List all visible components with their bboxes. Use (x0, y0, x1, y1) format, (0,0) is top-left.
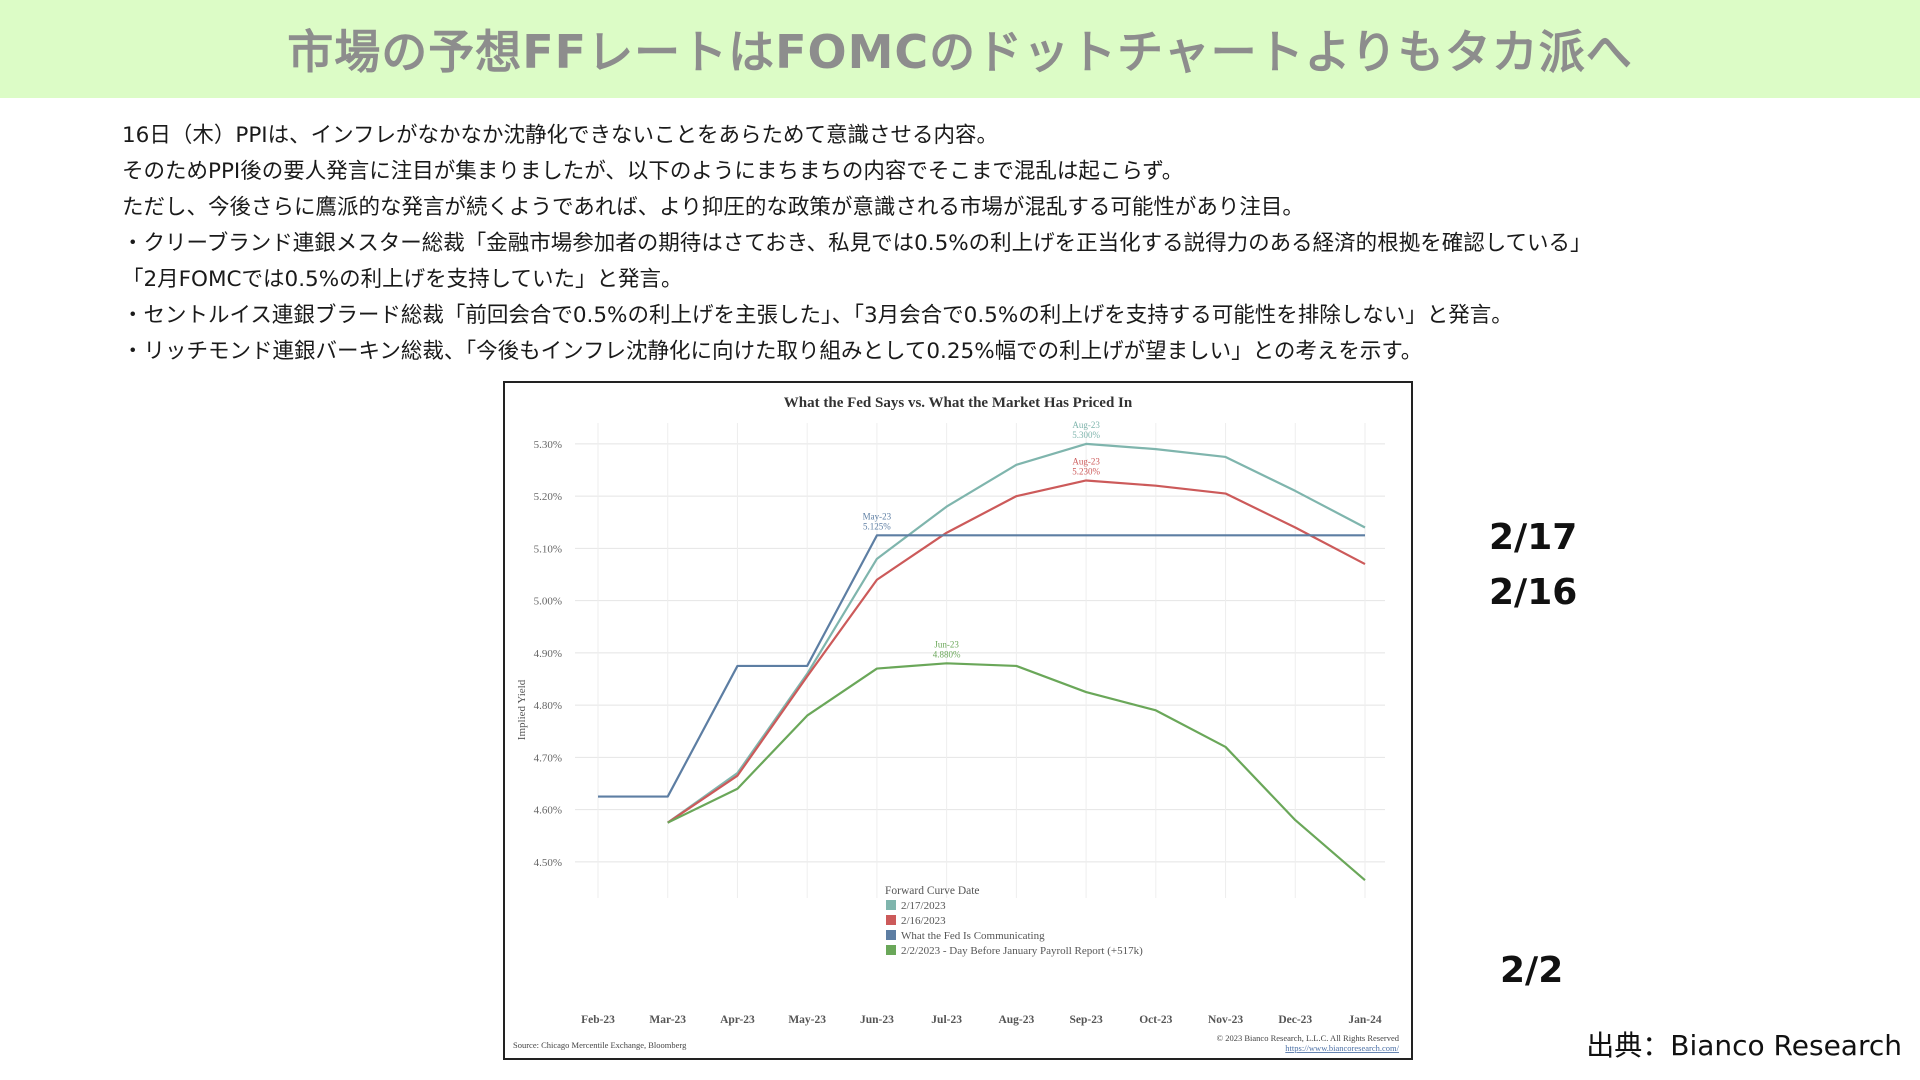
paragraph-3: ただし、今後さらに鷹派的な発言が続くようであれば、より抑圧的な政策が意識される市… (122, 195, 1304, 220)
y-tick-label: 5.10% (534, 543, 562, 555)
legend-entry-2: What the Fed Is Communicating (901, 930, 1045, 942)
chart-frame: What the Fed Says vs. What the Market Ha… (503, 381, 1413, 1060)
x-tick-label: Oct-23 (1139, 1014, 1172, 1026)
annotation-label-3: Jun-23 (934, 639, 959, 649)
label-2-16: 2/16 (1489, 572, 1578, 613)
paragraph-1: 16日（木）PPIは、インフレがなかなか沈静化できないことをあらためて意識させる… (122, 123, 998, 148)
annotation-value-2: 5.125% (863, 521, 891, 531)
chart-svg: What the Fed Says vs. What the Market Ha… (513, 395, 1400, 1053)
paragraph-2: そのためPPI後の要人発言に注目が集まりましたが、以下のようにまちまちの内容でそ… (122, 159, 1184, 184)
series-line-0 (667, 442, 1366, 824)
body-text: 16日（木）PPIは、インフレがなかなか沈静化できないことをあらためて意識させる… (122, 118, 1822, 370)
paragraph-7: ・リッチモンド連銀バーキン総裁、「今後もインフレ沈静化に向けた取り組みとして0.… (122, 339, 1423, 364)
y-tick-label: 5.20% (534, 491, 562, 503)
paragraph-4: ・クリーブランド連銀メスター総裁「金融市場参加者の期待はさておき、私見では0.5… (122, 231, 1592, 256)
paragraph-6: ・セントルイス連銀ブラード総裁「前回会合で0.5%の利上げを主張した」、「3月会… (122, 303, 1513, 328)
chart-footer-copyright: © 2023 Bianco Research, L.L.C. All Right… (1217, 1033, 1400, 1043)
x-tick-label: Nov-23 (1208, 1014, 1243, 1026)
legend-swatch-3 (886, 945, 896, 955)
y-axis-label: Implied Yield (516, 679, 528, 740)
label-2-2: 2/2 (1500, 950, 1564, 991)
y-tick-label: 4.90% (534, 648, 562, 660)
source-label: 出典：Bianco Research (1586, 1029, 1902, 1062)
y-tick-label: 4.80% (534, 700, 562, 712)
annotation-layer: Aug-235.300%Aug-235.230%May-235.125%Jun-… (863, 420, 1101, 659)
chart-footer-source: Source: Chicago Mercentile Exchange, Blo… (513, 1040, 687, 1050)
x-tick-label: Jan-24 (1348, 1014, 1381, 1026)
legend-swatch-2 (886, 930, 896, 940)
series-line-2 (598, 534, 1365, 798)
annotation-value-3: 4.880% (933, 649, 961, 659)
slide-title: 市場の予想FFレートはFOMCのドットチャートよりもタカ派へ (287, 25, 1633, 79)
annotation-value-0: 5.300% (1072, 430, 1100, 440)
label-2-17: 2/17 (1489, 517, 1578, 558)
y-tick-label: 4.70% (534, 752, 562, 764)
legend-entry-0: 2/17/2023 (901, 900, 946, 912)
y-tick-label: 5.30% (534, 439, 562, 451)
x-tick-label: May-23 (788, 1014, 826, 1026)
x-tick-label: Jul-23 (931, 1014, 962, 1026)
paragraph-5: 「2月FOMCでは0.5%の利上げを支持していた」と発言。 (122, 267, 683, 292)
legend-entry-3: 2/2/2023 - Day Before January Payroll Re… (901, 945, 1143, 957)
annotation-label-2: May-23 (863, 511, 892, 521)
legend-title: Forward Curve Date (885, 885, 980, 897)
y-tick-label: 4.60% (534, 805, 562, 817)
chart-footer-url: https://www.biancoresearch.com/ (1285, 1043, 1399, 1053)
x-tick-label: Sep-23 (1069, 1014, 1102, 1026)
legend: Forward Curve Date 2/17/2023 2/16/2023 Wha… (885, 885, 1143, 957)
chart-title: What the Fed Says vs. What the Market Ha… (784, 395, 1133, 411)
annotation-label-1: Aug-23 (1072, 456, 1100, 466)
x-tick-labels: Feb-23 Mar-23 Apr-23 May-23 Jun-23 Jul-23 Aug-… (581, 1014, 1382, 1026)
grid-layer (575, 423, 1385, 898)
x-tick-label: Apr-23 (720, 1014, 755, 1026)
series-line-1 (667, 479, 1366, 824)
x-tick-label: Feb-23 (581, 1014, 615, 1026)
series-line-3 (667, 662, 1366, 881)
annotation-label-0: Aug-23 (1072, 420, 1100, 430)
y-tick-labels: 4.50% 4.60% 4.70% 4.80% 4.90% 5.00% 5.10% 5.20%… (534, 439, 562, 869)
legend-swatch-0 (886, 900, 896, 910)
annotation-value-1: 5.230% (1072, 466, 1100, 476)
x-tick-label: Jun-23 (860, 1014, 894, 1026)
x-tick-label: Aug-23 (998, 1014, 1034, 1026)
title-bar: 市場の予想FFレートはFOMCのドットチャートよりもタカ派へ (0, 0, 1920, 98)
series-layer (598, 442, 1366, 881)
y-tick-label: 5.00% (534, 596, 562, 608)
legend-entry-1: 2/16/2023 (901, 915, 946, 927)
y-tick-label: 4.50% (534, 857, 562, 869)
x-tick-label: Mar-23 (649, 1014, 686, 1026)
legend-swatch-1 (886, 915, 896, 925)
x-tick-label: Dec-23 (1278, 1014, 1312, 1026)
